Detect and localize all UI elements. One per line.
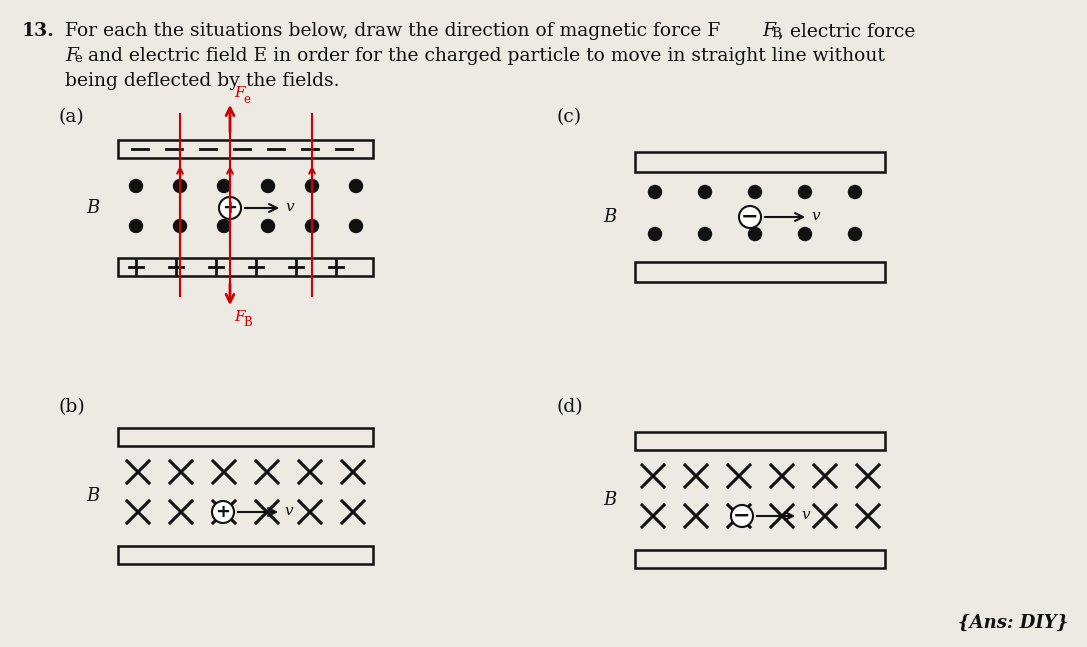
Text: v: v: [285, 200, 293, 214]
Text: v: v: [801, 508, 810, 522]
Bar: [118, 428, 373, 446]
Text: , electric force: , electric force: [778, 22, 915, 40]
Circle shape: [699, 186, 712, 199]
Text: +: +: [223, 199, 237, 217]
Text: F: F: [234, 310, 245, 324]
Circle shape: [350, 219, 362, 232]
Circle shape: [849, 228, 862, 241]
Circle shape: [218, 197, 241, 219]
Circle shape: [849, 186, 862, 199]
Circle shape: [739, 206, 761, 228]
Text: −: −: [741, 207, 759, 227]
Circle shape: [749, 228, 762, 241]
Circle shape: [305, 179, 318, 193]
Circle shape: [305, 219, 318, 232]
Circle shape: [649, 186, 662, 199]
Text: B: B: [603, 491, 617, 509]
Circle shape: [699, 228, 712, 241]
Circle shape: [174, 179, 187, 193]
Text: (d): (d): [555, 398, 583, 416]
Bar: [118, 140, 373, 158]
Text: B: B: [87, 199, 100, 217]
Circle shape: [749, 186, 762, 199]
Text: B: B: [243, 316, 252, 329]
Text: For each the situations below, draw the direction of magnetic force F: For each the situations below, draw the …: [65, 22, 721, 40]
Text: B: B: [603, 208, 617, 226]
Text: −: −: [734, 506, 751, 526]
Text: e: e: [243, 93, 250, 106]
Text: F: F: [65, 47, 78, 65]
Text: v: v: [811, 209, 820, 223]
Circle shape: [129, 179, 142, 193]
Circle shape: [799, 228, 812, 241]
Text: +: +: [215, 503, 230, 521]
Circle shape: [799, 186, 812, 199]
Text: 13.: 13.: [22, 22, 54, 40]
Text: v: v: [284, 504, 292, 518]
Circle shape: [730, 505, 753, 527]
Bar: [635, 262, 885, 282]
Bar: [635, 152, 885, 172]
Circle shape: [212, 501, 234, 523]
Bar: [118, 546, 373, 564]
Text: F: F: [762, 22, 775, 40]
Text: (a): (a): [58, 108, 84, 126]
Bar: [635, 550, 885, 568]
Text: (c): (c): [555, 108, 582, 126]
Circle shape: [262, 179, 275, 193]
Circle shape: [174, 219, 187, 232]
Circle shape: [129, 219, 142, 232]
Text: and electric field E in order for the charged particle to move in straight line : and electric field E in order for the ch…: [82, 47, 885, 65]
Circle shape: [350, 179, 362, 193]
Circle shape: [217, 179, 230, 193]
Text: e: e: [74, 52, 82, 65]
Circle shape: [649, 228, 662, 241]
Text: B: B: [771, 27, 780, 40]
Text: being deflected by the fields.: being deflected by the fields.: [65, 72, 339, 90]
Text: B: B: [87, 487, 100, 505]
Text: F: F: [234, 86, 245, 100]
Bar: [635, 432, 885, 450]
Text: {Ans: DIY}: {Ans: DIY}: [958, 614, 1069, 632]
Bar: [118, 258, 373, 276]
Circle shape: [217, 219, 230, 232]
Text: (b): (b): [58, 398, 85, 416]
Circle shape: [262, 219, 275, 232]
